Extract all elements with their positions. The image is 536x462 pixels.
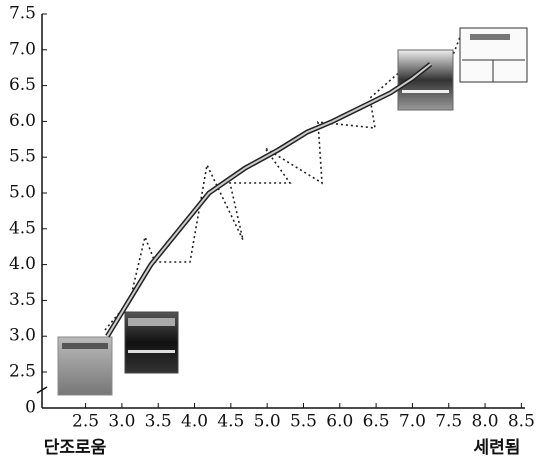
printer-1 [58, 337, 112, 395]
x-tick-label: 3.5 [145, 412, 172, 432]
x-tick-label: 2.5 [72, 412, 99, 432]
x-tick-label: 5.5 [290, 412, 317, 432]
illustrations [58, 28, 527, 395]
x-tick-label: 8.5 [508, 412, 535, 432]
y-tick-label: 7.0 [9, 39, 36, 59]
curve [107, 64, 430, 336]
x-tick-label: 6.0 [326, 412, 353, 432]
chart: 단조로움 세련됨 0 2.5 3.0 3.5 4.0 4.5 5.0 5.5 6.0 6.5 7.0… [0, 0, 536, 462]
x-tick-label: 4.5 [217, 412, 244, 432]
printer-4 [460, 28, 527, 82]
x-tick-label: 6.5 [363, 412, 390, 432]
x-high-label: 세련됨 [474, 437, 521, 458]
x-low-label: 단조로움 [44, 438, 107, 458]
y-tick-label: 6.5 [9, 75, 36, 95]
y-tick-label: 3.0 [9, 326, 36, 346]
y-tick-label: 6.0 [9, 111, 36, 131]
y-tick-label: 0 [25, 398, 36, 418]
curve-outline [107, 64, 430, 336]
x-tick-label: 4.0 [181, 412, 208, 432]
x-tick-label: 5.0 [254, 412, 281, 432]
y-tick-label: 2.5 [9, 362, 36, 382]
y-tick-label: 5.5 [9, 147, 36, 167]
x-tick-label: 7.0 [399, 412, 426, 432]
x-tick-label: 8.0 [472, 412, 499, 432]
y-tick-label: 4.5 [9, 218, 36, 238]
y-tick-label: 3.5 [9, 290, 36, 310]
y-tick-label: 5.0 [9, 183, 36, 203]
x-tick-label: 7.5 [435, 412, 462, 432]
y-tick-label: 4.0 [9, 254, 36, 274]
y-tick-label: 7.5 [9, 4, 36, 24]
printer-2 [125, 312, 178, 373]
x-tick-label: 3.0 [108, 412, 135, 432]
